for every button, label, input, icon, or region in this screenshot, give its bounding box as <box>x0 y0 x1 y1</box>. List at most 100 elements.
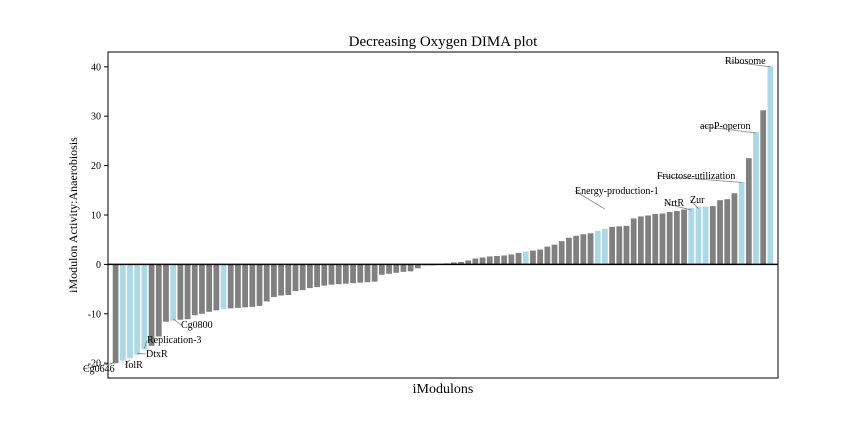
y-tick-label: 40 <box>91 62 101 73</box>
bar <box>501 255 508 265</box>
bar <box>213 264 220 311</box>
bar <box>551 244 558 265</box>
bar <box>127 264 133 359</box>
bar <box>141 264 148 350</box>
bar <box>357 264 364 283</box>
annotation-label: acpP-operon <box>700 121 751 132</box>
bar <box>645 215 651 265</box>
bar <box>134 264 141 355</box>
bar <box>458 261 464 265</box>
annotation-label: Zur <box>690 195 705 206</box>
bar <box>522 251 529 265</box>
bar <box>616 226 623 265</box>
annotation-leader <box>172 318 182 326</box>
annotation-leader <box>124 359 131 366</box>
bar <box>537 249 544 265</box>
y-tick-label: 0 <box>96 260 101 271</box>
bar <box>278 264 284 296</box>
bar <box>508 254 515 265</box>
bar <box>263 264 270 302</box>
bar <box>299 264 306 291</box>
bar <box>573 235 579 265</box>
bar <box>206 264 213 312</box>
bar <box>494 256 500 265</box>
bar <box>652 214 659 265</box>
bar <box>544 246 551 265</box>
bar <box>328 264 335 285</box>
bar <box>724 199 731 265</box>
bar <box>587 233 594 265</box>
bar <box>666 212 673 265</box>
bar <box>558 241 565 265</box>
y-axis-label: iModulon Activity:Anaerobiosis <box>66 137 80 293</box>
bar <box>472 258 479 265</box>
annotation-leader <box>656 175 742 183</box>
annotation-leader <box>689 199 699 209</box>
y-tick-label: 20 <box>91 161 101 172</box>
bar <box>285 264 292 296</box>
bar <box>119 264 126 361</box>
bar <box>731 193 738 265</box>
annotation-label: DtxR <box>146 349 168 360</box>
annotation-leader <box>82 362 116 370</box>
y-tick-label: -10 <box>88 309 101 320</box>
bar <box>695 207 702 265</box>
annotation-leader <box>724 60 771 68</box>
annotation-leader <box>137 352 147 355</box>
annotation-label: Replication-3 <box>147 335 201 346</box>
annotation-label: NrtR <box>664 198 684 209</box>
bar <box>163 264 169 322</box>
bar <box>530 250 536 265</box>
bar <box>594 230 601 265</box>
bar <box>256 264 263 306</box>
annotation-label: Fructose-utilization <box>657 171 735 182</box>
bar <box>702 206 709 265</box>
bar <box>227 264 234 309</box>
bar <box>112 264 119 364</box>
bar <box>465 260 472 265</box>
bar <box>307 264 313 289</box>
bar <box>335 264 342 285</box>
bar <box>717 200 723 265</box>
bar <box>184 264 191 320</box>
bar <box>342 264 349 284</box>
bar <box>249 264 256 307</box>
bar <box>602 228 608 265</box>
bar <box>378 264 385 275</box>
bar <box>364 264 371 283</box>
bar <box>292 264 299 292</box>
bar <box>580 234 587 265</box>
bar <box>191 264 198 316</box>
annotation-leader <box>699 125 757 134</box>
bar <box>486 256 493 265</box>
annotation-label: Cg0646 <box>83 364 115 375</box>
annotation-label: Energy-production-1 <box>575 186 659 197</box>
bar <box>515 253 522 265</box>
annotation-label: Cg0800 <box>181 320 213 331</box>
bar <box>760 110 767 265</box>
bar <box>609 226 615 265</box>
bar <box>767 66 774 265</box>
annotation-label: Ribosome <box>725 56 766 67</box>
bar <box>235 264 241 308</box>
y-tick-label: 10 <box>91 211 101 222</box>
bar <box>350 264 356 284</box>
bar <box>314 264 320 288</box>
bar <box>170 264 177 321</box>
bar <box>386 264 392 274</box>
bar <box>630 218 637 265</box>
bar <box>414 264 421 269</box>
bar <box>177 264 184 320</box>
bar <box>407 264 414 272</box>
annotation-leader <box>574 190 606 210</box>
bar <box>148 264 155 346</box>
bar <box>745 158 752 265</box>
bar <box>242 264 248 308</box>
bar <box>566 237 572 265</box>
y-tick-label: -20 <box>88 359 101 370</box>
bar <box>371 264 378 282</box>
annotation-leader <box>143 339 148 349</box>
bar <box>271 264 277 297</box>
